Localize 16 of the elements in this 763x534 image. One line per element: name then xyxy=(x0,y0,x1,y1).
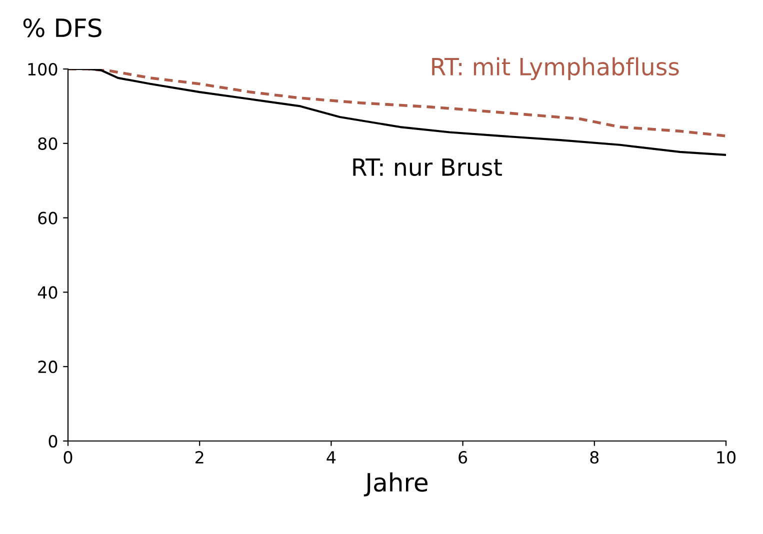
y-tick-label: 100 xyxy=(28,62,58,76)
x-tick-label: 8 xyxy=(590,451,599,464)
y-tick-label: 60 xyxy=(38,212,58,224)
y-tick-label: 80 xyxy=(38,137,58,150)
x-tick-label: 0 xyxy=(64,451,72,464)
y-tick-label: 20 xyxy=(38,360,58,374)
series-label: RT: mit Lymphabfluss xyxy=(432,57,679,80)
y-axis-title: % DFS xyxy=(23,18,102,38)
x-tick-label: 2 xyxy=(196,451,204,464)
x-tick-label: 10 xyxy=(717,451,736,464)
y-tick-label: 40 xyxy=(38,286,58,299)
x-tick-label: 6 xyxy=(458,451,468,464)
series-label: RT: nur Brust xyxy=(353,158,502,176)
x-axis-title: Jahre xyxy=(364,472,428,496)
x-tick-label: 4 xyxy=(326,451,336,464)
y-tick-label: 0 xyxy=(48,434,58,448)
